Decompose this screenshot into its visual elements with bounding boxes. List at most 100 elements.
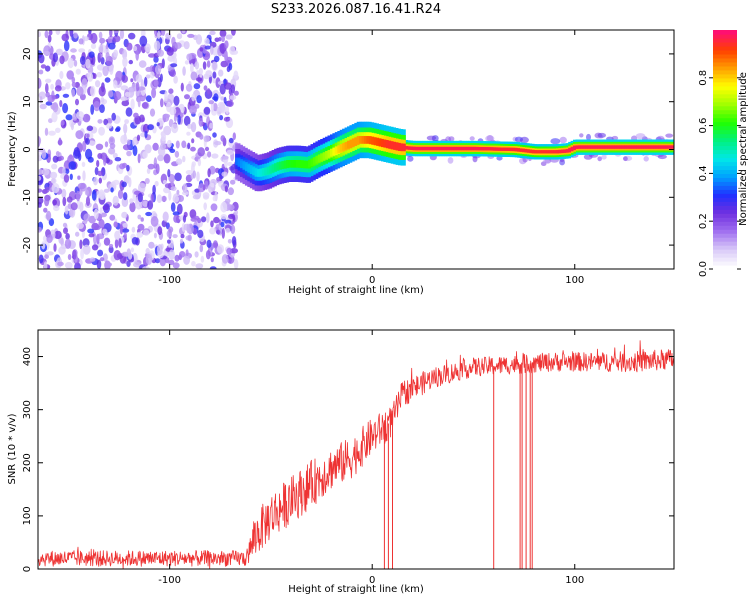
spectrogram-x-axis: -100 0 100 — [158, 30, 584, 286]
spectrogram-noise-cell — [135, 49, 139, 61]
spectrogram-noise-cell — [96, 71, 103, 78]
spectrogram-noise-cell — [137, 96, 141, 108]
spectrogram-noise-cell — [75, 130, 84, 140]
spectrogram-noise-cell — [229, 95, 237, 100]
spectrogram-noise-cell — [64, 261, 73, 269]
spectrogram-noise-cell — [186, 131, 191, 136]
spectrogram-noise-cell — [192, 194, 201, 200]
spectrogram-noise-cell — [167, 239, 171, 244]
spectrogram-noise-cell — [136, 231, 144, 238]
spectrogram-noise-cell — [191, 138, 195, 144]
spectrogram-noise-cell — [133, 261, 141, 268]
colorbar-cell — [713, 85, 737, 91]
spectrogram-noise-cell — [198, 117, 204, 127]
spectrogram-noise-cell — [145, 247, 150, 255]
spectrogram-noise-cell — [96, 64, 105, 71]
spectrogram-noise-cell — [169, 69, 176, 77]
spectrogram-noise-cell — [210, 182, 215, 188]
spectrogram-noise-cell — [76, 86, 84, 97]
spectrogram-noise-cell — [61, 188, 67, 199]
spectrogram-noise-cell — [165, 32, 172, 40]
spectrogram-noise-cell — [224, 82, 232, 90]
spectrogram-noise-cell — [212, 240, 218, 249]
spectrogram-noise-cell — [55, 30, 61, 35]
colorbar-cell — [713, 137, 737, 143]
spectrogram-noise-cell — [232, 132, 236, 140]
spectrogram-noise-cell — [76, 222, 84, 229]
spectrogram-noise-cell — [144, 178, 150, 184]
spectrogram-noise-cell — [128, 59, 133, 65]
spectrogram-noise-cell — [137, 192, 143, 203]
spectrogram-noise-cell — [204, 45, 212, 50]
spectrogram-noise-cell — [117, 189, 124, 199]
spectrogram-noise-cell — [140, 217, 144, 222]
spectrogram-noise-cell — [181, 140, 187, 149]
spectrogram-noise-cell — [99, 104, 105, 113]
spectrogram-noise-cell — [58, 137, 62, 146]
spectrogram-noise-cell — [87, 72, 94, 82]
colorbar-cell — [713, 61, 737, 67]
spectrogram-noise-cell — [144, 130, 148, 138]
spectrogram-noise-cell — [168, 88, 174, 94]
snr-x-tick-label: 100 — [565, 575, 584, 586]
spectrogram-noise-cell — [120, 134, 128, 145]
spectrogram-y-axis: -20 -10 0 10 20 — [22, 48, 674, 253]
spectrogram-noise-cell — [85, 196, 91, 207]
spectrogram-noise-cell — [150, 193, 154, 203]
spectrogram-noise-cell — [209, 122, 214, 129]
spectrogram-noise-cell — [87, 228, 95, 234]
spectrogram-noise-cell — [103, 118, 109, 126]
spectrogram-noise-cell — [102, 65, 109, 77]
spectrogram-noise-cell — [118, 238, 122, 248]
spectrogram-noise-cell — [192, 228, 198, 235]
spectrogram-noise-cell — [119, 163, 126, 170]
spectrogram-noise-cell — [191, 161, 196, 168]
spectrogram-noise-cell — [145, 95, 152, 102]
spectrogram-noise-cell — [145, 74, 151, 79]
spectrogram-y-tick-label: 10 — [22, 95, 33, 108]
spectrogram-noise-cell — [60, 119, 65, 126]
spectrogram-noise-cell — [164, 90, 168, 102]
spectrogram-noise-cell — [142, 151, 148, 159]
colorbar-cell — [713, 225, 737, 230]
spectrogram-noise-cell — [96, 190, 102, 198]
colorbar-cell — [713, 113, 737, 119]
spectrogram-noise-cell — [55, 151, 60, 157]
spectrogram-noise-cell — [85, 137, 90, 145]
spectrogram-noise-cell — [76, 111, 84, 120]
spectrogram-noise-cell — [46, 234, 53, 244]
spectrogram-noise-cell — [45, 78, 52, 84]
spectrogram-noise-cell — [109, 64, 114, 75]
spectrogram-noise-cell — [40, 64, 47, 69]
spectrogram-noise-cell — [164, 183, 172, 189]
spectrogram-noise-cell — [201, 216, 207, 223]
spectrogram-noise-cell — [100, 97, 105, 103]
spectrogram-noise-cell — [212, 195, 217, 202]
spectrogram-noise-cell — [217, 92, 222, 98]
spectrogram-noise-cell — [114, 157, 122, 162]
spectrogram-noise-cell — [121, 228, 130, 233]
spectrogram-noise-cell — [98, 126, 105, 136]
spectrogram-noise-cell — [226, 149, 234, 155]
spectrogram-noise-cell — [44, 197, 50, 207]
spectrogram-noise-cell — [71, 88, 76, 98]
spectrogram-noise-cell — [38, 254, 44, 264]
spectrogram-noise-cell — [163, 153, 171, 164]
spectrogram-noise-cell — [113, 49, 119, 58]
spectrogram-noise-cell — [190, 71, 198, 81]
spectrogram-noise-cell — [171, 36, 176, 46]
spectrogram-noise-cell — [202, 61, 207, 70]
spectrogram-noise-cell — [168, 173, 175, 183]
colorbar-cell — [713, 213, 737, 218]
spectrogram-noise-cell — [39, 103, 47, 110]
spectrogram-noise-cell — [88, 30, 92, 34]
spectrogram-noise-cell — [148, 53, 156, 58]
spectrogram-noise-cell — [50, 83, 54, 90]
spectrogram-noise-cell — [142, 200, 149, 207]
spectrogram-noise-cell — [112, 35, 121, 43]
spectrogram-noise-cell — [182, 66, 186, 76]
spectrogram-noise-cell — [196, 95, 202, 104]
spectrogram-noise-cell — [82, 170, 86, 181]
spectrogram-noise-cell — [225, 227, 231, 234]
